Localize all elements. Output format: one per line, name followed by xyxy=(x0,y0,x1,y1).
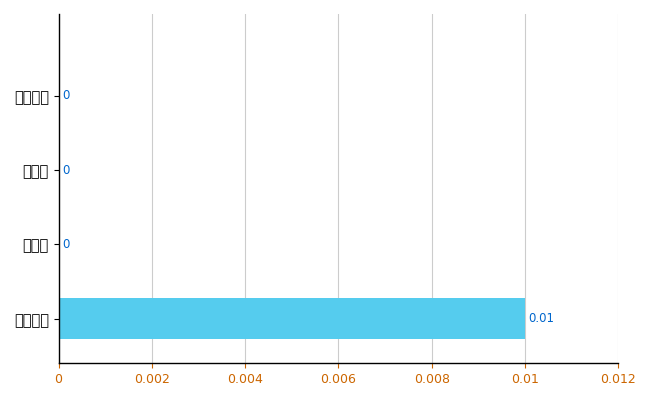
Text: 0: 0 xyxy=(62,164,70,176)
Text: 0.01: 0.01 xyxy=(528,312,554,325)
Text: 0: 0 xyxy=(62,89,70,102)
Text: 0: 0 xyxy=(62,238,70,251)
Bar xyxy=(58,298,525,339)
